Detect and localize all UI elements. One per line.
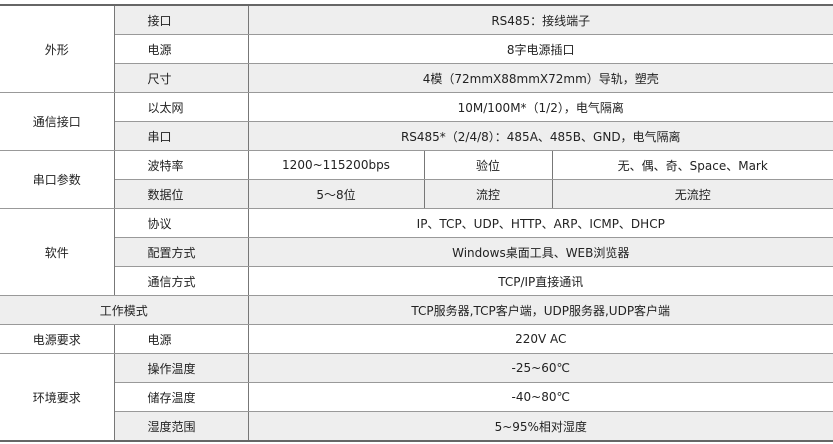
category-cell: 环境要求 [0, 353, 115, 442]
spec-table: 外形 接口 RS485：接线端子 电源 8字电源插口 尺寸 4模（72mmX88mmX72m… [0, 4, 833, 442]
table-row: 串口参数 波特率 1200~115200bps 验位 无、偶、奇、Space、Mark [0, 150, 833, 209]
table-row: 电源要求 电源 220V AC [0, 324, 833, 354]
value-cell: TCP服务器,TCP客户端，UDP服务器,UDP客户端 [248, 295, 833, 325]
table-row: 软件 协议 IP、TCP、UDP、HTTP、ARP、ICMP、DHCP [0, 208, 833, 296]
parameter-label: 协议 [114, 208, 249, 238]
value-cell: -25~60℃ [248, 353, 833, 383]
category-cell: 串口参数 [0, 150, 115, 209]
parameter-label: 湿度范围 [114, 411, 249, 442]
parameter-label: 波特率 [114, 150, 249, 180]
parameter-label: 数据位 [114, 179, 249, 209]
table-row: 串口 RS485*（2/4/8）：485A、485B、GND，电气隔离 [0, 121, 833, 151]
table-row: 配置方式 Windows桌面工具、WEB浏览器 [0, 237, 833, 267]
value-cell: 10M/100M*（1/2），电气隔离 [248, 92, 833, 122]
value-cell: TCP/IP直接通讯 [248, 266, 833, 296]
category-cell: 工作模式 [0, 295, 249, 325]
value-cell: 1200~115200bps [248, 150, 425, 180]
value-cell: 验位 [424, 150, 553, 180]
value-cell: Windows桌面工具、WEB浏览器 [248, 237, 833, 267]
table-row: 湿度范围 5~95%相对湿度 [0, 411, 833, 442]
table-row: 电源 8字电源插口 [0, 34, 833, 64]
table-row: 通信方式 TCP/IP直接通讯 [0, 266, 833, 296]
value-cell: 无、偶、奇、Space、Mark [552, 150, 833, 180]
parameter-label: 以太网 [114, 92, 249, 122]
value-cell: IP、TCP、UDP、HTTP、ARP、ICMP、DHCP [248, 208, 833, 238]
table-row: 储存温度 -40~80℃ [0, 382, 833, 412]
value-cell: RS485：接线端子 [248, 4, 833, 35]
value-cell: 8字电源插口 [248, 34, 833, 64]
value-cell: 流控 [424, 179, 553, 209]
value-cell: 4模（72mmX88mmX72mm）导轨，塑壳 [248, 63, 833, 93]
category-cell: 外形 [0, 4, 115, 93]
parameter-label: 配置方式 [114, 237, 249, 267]
parameter-label: 通信方式 [114, 266, 249, 296]
table-row: 通信接口 以太网 10M/100M*（1/2），电气隔离 [0, 92, 833, 151]
parameter-label: 串口 [114, 121, 249, 151]
parameter-label: 接口 [114, 4, 249, 35]
value-cell: 220V AC [248, 324, 833, 354]
table-row: 工作模式 TCP服务器,TCP客户端，UDP服务器,UDP客户端 [0, 295, 833, 325]
value-cell: RS485*（2/4/8）：485A、485B、GND，电气隔离 [248, 121, 833, 151]
parameter-label: 储存温度 [114, 382, 249, 412]
value-cell: 5~95%相对湿度 [248, 411, 833, 442]
parameter-label: 尺寸 [114, 63, 249, 93]
category-cell: 通信接口 [0, 92, 115, 151]
category-cell: 电源要求 [0, 324, 115, 354]
table-row: 尺寸 4模（72mmX88mmX72mm）导轨，塑壳 [0, 63, 833, 93]
parameter-label: 电源 [114, 324, 249, 354]
value-cell: 无流控 [552, 179, 833, 209]
parameter-label: 操作温度 [114, 353, 249, 383]
table-row: 环境要求 操作温度 -25~60℃ [0, 353, 833, 442]
table-row: 外形 接口 RS485：接线端子 [0, 4, 833, 93]
value-cell: -40~80℃ [248, 382, 833, 412]
parameter-label: 电源 [114, 34, 249, 64]
category-cell: 软件 [0, 208, 115, 296]
value-cell: 5～8位 [248, 179, 425, 209]
table-row: 数据位 5～8位 流控 无流控 [0, 179, 833, 209]
